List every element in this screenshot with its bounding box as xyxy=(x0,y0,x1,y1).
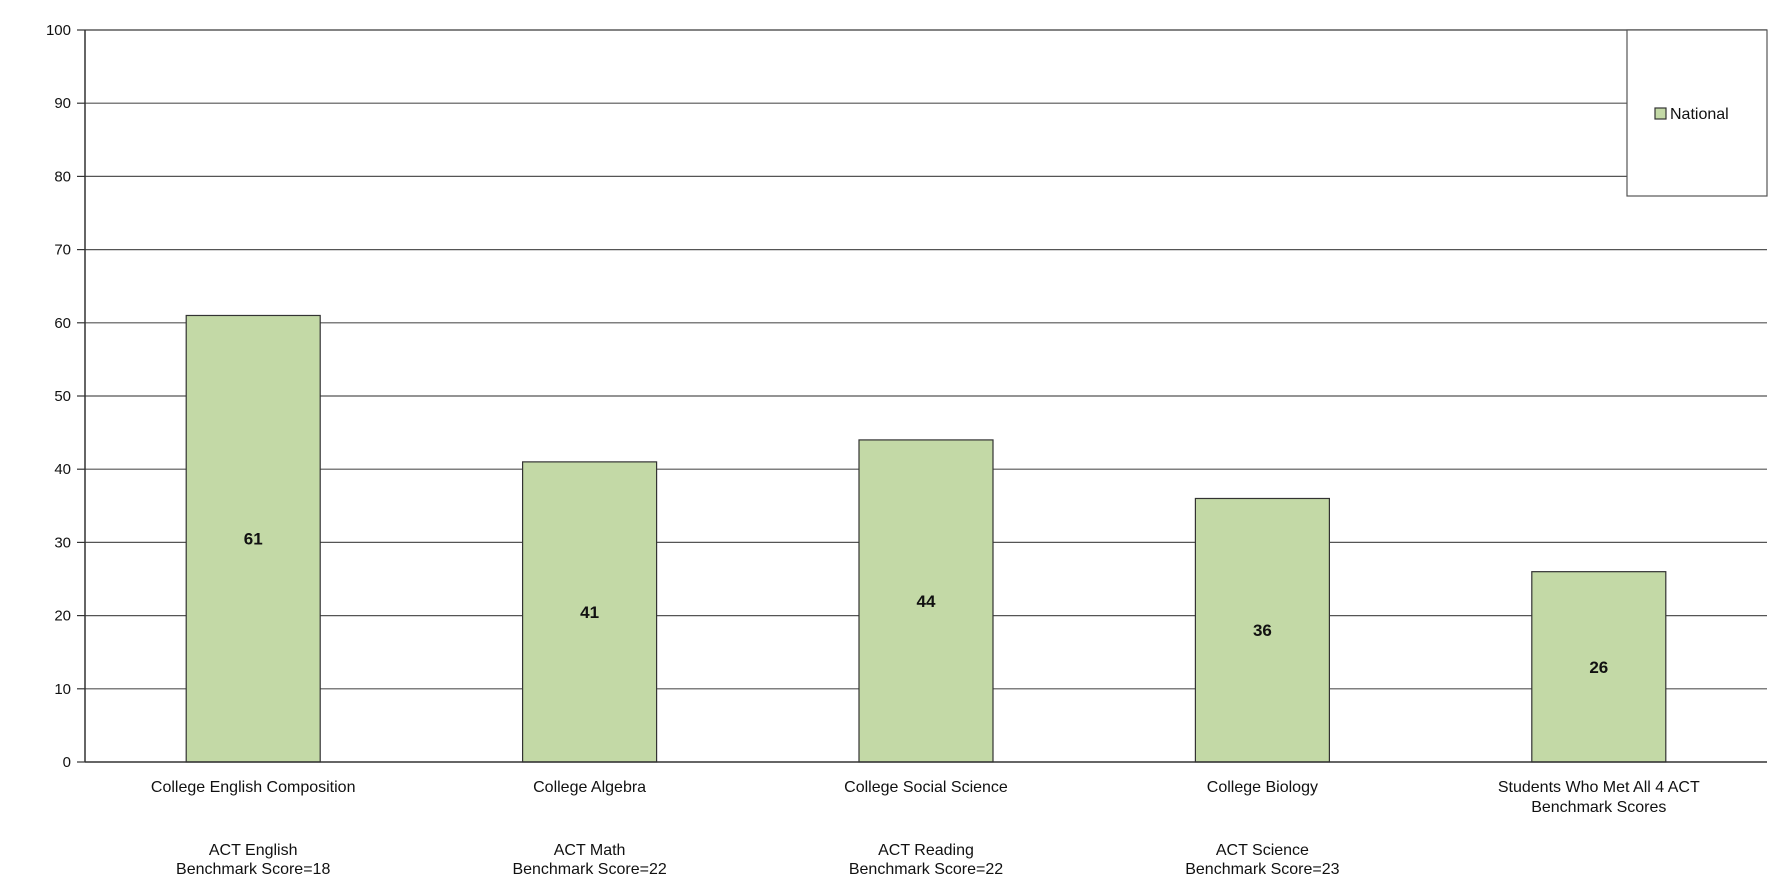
x-category-sublabel: ACT English xyxy=(209,842,298,859)
bar xyxy=(185,314,321,763)
x-category-label: Students Who Met All 4 ACT xyxy=(1498,779,1700,796)
bar xyxy=(858,439,994,763)
x-category-label: College Biology xyxy=(1207,779,1318,796)
y-tick-label: 80 xyxy=(54,168,71,185)
y-tick-label: 0 xyxy=(63,754,71,771)
bars xyxy=(185,314,1667,763)
y-tick-label: 10 xyxy=(54,681,71,698)
legend-box xyxy=(1626,29,1768,197)
gridlines xyxy=(85,29,1767,690)
x-category-sublabel: ACT Science xyxy=(1216,842,1309,859)
bar xyxy=(521,461,658,763)
axes xyxy=(77,29,1767,763)
labels: 0 10 20 30 40 50 60 70 80 90 100 61 College English … xyxy=(46,22,1700,878)
bar-value-label: 44 xyxy=(917,592,936,611)
y-tick-label: 60 xyxy=(54,315,71,332)
y-tick-label: 50 xyxy=(54,388,71,405)
x-category-sublabel: ACT Reading xyxy=(878,842,974,859)
x-category-sublabel: Benchmark Score=18 xyxy=(176,861,330,878)
bar-value-label: 36 xyxy=(1253,621,1272,640)
y-tick-label: 40 xyxy=(54,461,71,478)
bar xyxy=(1531,571,1667,763)
y-tick-label: 100 xyxy=(46,22,71,39)
bar-value-label: 41 xyxy=(580,603,599,622)
x-category-sublabel: ACT Math xyxy=(554,842,626,859)
bar-value-label: 61 xyxy=(244,530,263,549)
x-category-label: College English Composition xyxy=(151,779,356,796)
y-tick-label: 30 xyxy=(54,534,71,551)
x-category-label: College Algebra xyxy=(533,779,646,796)
y-tick-label: 20 xyxy=(54,608,71,625)
x-category-label: College Social Science xyxy=(844,779,1008,796)
bar xyxy=(1194,497,1331,763)
y-tick-label: 90 xyxy=(54,95,71,112)
y-tick-label: 70 xyxy=(54,242,71,259)
x-category-sublabel: Benchmark Score=22 xyxy=(849,861,1003,878)
legend-swatch-national xyxy=(1654,107,1667,120)
legend-label-national: National xyxy=(1670,106,1729,123)
x-category-sublabel: Benchmark Score=22 xyxy=(512,861,666,878)
bar-value-label: 26 xyxy=(1589,658,1608,677)
x-category-label: Benchmark Scores xyxy=(1531,799,1666,816)
legend: National xyxy=(1626,29,1768,197)
x-category-sublabel: Benchmark Score=23 xyxy=(1185,861,1339,878)
